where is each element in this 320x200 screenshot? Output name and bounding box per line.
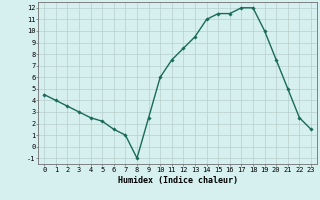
X-axis label: Humidex (Indice chaleur): Humidex (Indice chaleur) bbox=[118, 176, 238, 185]
